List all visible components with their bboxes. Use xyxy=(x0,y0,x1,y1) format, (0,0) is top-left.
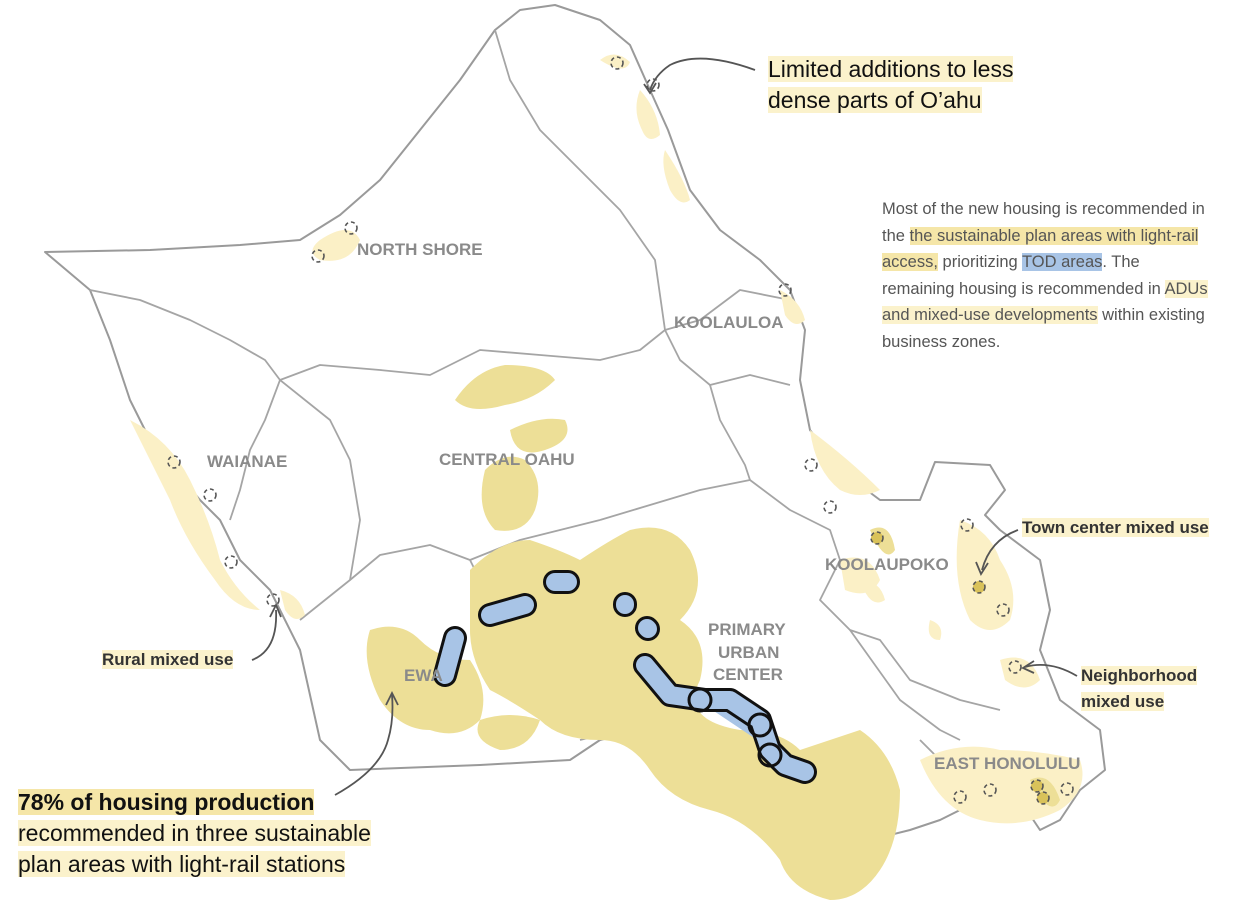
annotation-arrows xyxy=(251,57,1078,796)
arrowhead-production xyxy=(385,690,399,706)
explainer-t5: within existing business zones. xyxy=(882,306,1205,351)
arrow-town-center xyxy=(981,529,1019,571)
region-label-puc-1: PRIMARY xyxy=(708,620,786,639)
annotation-limited-additions: Limited additions to less dense parts of… xyxy=(768,54,1014,116)
mixed-use-markers xyxy=(167,56,1074,804)
annotation-limited-line2: dense parts of O’ahu xyxy=(768,87,982,113)
annotation-town-center: Town center mixed use xyxy=(1022,518,1209,538)
arrow-limited xyxy=(649,57,756,91)
annotation-neighborhood: Neighborhood mixed use xyxy=(1081,663,1198,715)
arrow-rural xyxy=(251,609,277,661)
less-dense-areas xyxy=(130,54,1083,824)
annotation-neighborhood-line2: mixed use xyxy=(1081,692,1165,711)
annotation-production-line2: recommended in three sustainable xyxy=(18,820,371,846)
annotation-production: 78% of housing production recommended in… xyxy=(18,787,371,880)
explainer-hl-adus: ADUs xyxy=(1164,279,1208,298)
annotation-production-bold: 78% of housing production xyxy=(18,789,315,815)
town-center-markers xyxy=(870,531,1050,805)
explainer-t3: . The remaining housing is recommended i… xyxy=(882,253,1165,298)
arrowhead-limited xyxy=(643,82,657,95)
explainer-text: Most of the new housing is recommended i… xyxy=(882,196,1212,355)
arrow-neighborhood xyxy=(1024,664,1078,677)
explainer-t2: prioritizing xyxy=(937,253,1023,271)
region-label-waianae: WAIANAE xyxy=(207,452,287,471)
annotation-rural-text: Rural mixed use xyxy=(102,650,234,669)
annotation-production-line3: plan areas with light-rail stations xyxy=(18,851,346,877)
annotation-rural: Rural mixed use xyxy=(102,650,234,670)
region-label-north-shore: NORTH SHORE xyxy=(357,240,483,259)
explainer-hl-tod: TOD areas xyxy=(1022,253,1103,271)
annotation-limited-line1: Limited additions to less xyxy=(768,56,1014,82)
region-label-koolauloa: KOOLAULOA xyxy=(674,313,784,332)
annotation-town-center-text: Town center mixed use xyxy=(1022,518,1209,537)
explainer-t1: Most of the new housing is recommended i… xyxy=(882,200,1205,245)
region-label-central-oahu: CENTRAL OAHU xyxy=(439,450,575,469)
explainer-hl-mixed-use: and mixed-use developments xyxy=(882,306,1098,324)
tod-ring-fill xyxy=(436,573,814,781)
region-label-koolaupoko: KOOLAUPOKO xyxy=(825,555,949,574)
arrowhead-rural xyxy=(269,602,282,618)
region-label-puc-3: CENTER xyxy=(713,665,783,684)
region-label-puc-2: URBAN xyxy=(718,643,779,662)
region-label-ewa: EWA xyxy=(404,666,443,685)
tod-station-rings xyxy=(687,687,783,768)
arrow-production xyxy=(334,694,394,796)
region-label-east-honolulu: EAST HONOLULU xyxy=(934,754,1080,773)
arrowhead-neighborhood xyxy=(1021,660,1035,674)
arrowhead-town-center xyxy=(975,561,989,576)
annotation-neighborhood-line1: Neighborhood xyxy=(1081,666,1198,685)
